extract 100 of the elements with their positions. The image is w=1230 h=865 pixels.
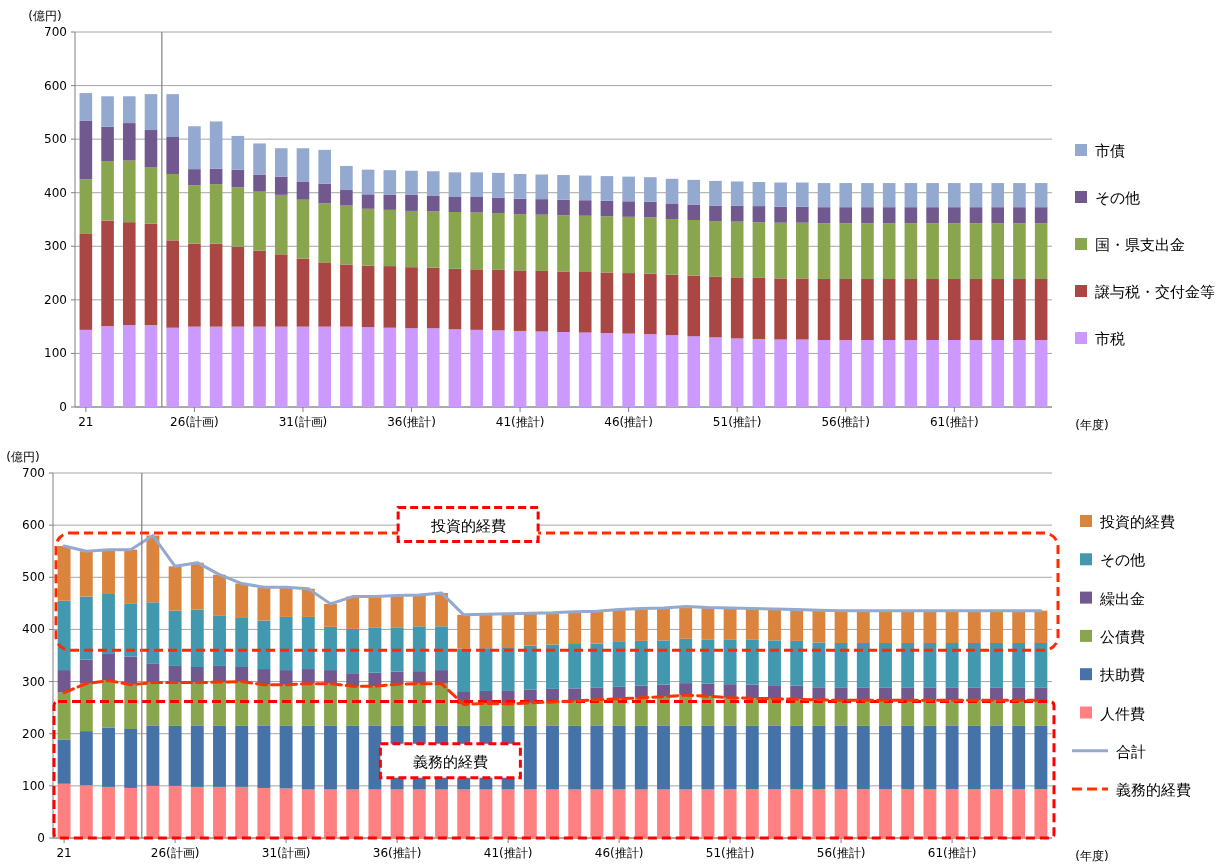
bar	[318, 262, 331, 327]
bar	[368, 686, 382, 726]
bar	[752, 182, 766, 207]
bar	[235, 583, 249, 618]
bar	[213, 665, 226, 683]
bar	[557, 271, 570, 332]
bar	[945, 610, 959, 643]
bar	[279, 616, 293, 671]
bar	[1012, 610, 1026, 643]
bar	[346, 725, 360, 790]
x-tick-label: 41(推計)	[495, 415, 545, 429]
bar	[324, 670, 337, 684]
bar	[730, 277, 744, 339]
bar	[839, 183, 853, 208]
y-tick-label: 100	[22, 778, 45, 793]
bar	[146, 602, 160, 664]
bar	[1013, 223, 1026, 279]
bar	[590, 643, 604, 688]
bar	[257, 787, 271, 838]
bar	[901, 642, 915, 688]
bar	[231, 187, 245, 247]
y-tick-label: 500	[22, 570, 45, 585]
bar	[146, 725, 160, 786]
bar	[967, 610, 981, 643]
bar	[457, 614, 471, 649]
y-axis-title: (億円)	[6, 450, 40, 464]
bar	[657, 789, 670, 838]
bar	[448, 329, 462, 407]
bar	[991, 183, 1005, 208]
y-tick-label: 0	[37, 831, 45, 845]
bar	[796, 278, 809, 340]
bar	[190, 786, 204, 838]
bar	[102, 786, 115, 838]
legend-label: 義務的経費	[1116, 781, 1191, 800]
bar	[634, 608, 648, 641]
bar	[324, 626, 337, 671]
bar	[101, 126, 114, 162]
bar	[340, 205, 353, 265]
bar	[879, 610, 892, 643]
bar	[790, 609, 804, 641]
bar	[723, 788, 737, 838]
bar	[168, 610, 182, 666]
annotation: 投資的経費	[429, 516, 506, 535]
bar	[687, 336, 701, 407]
bar	[122, 222, 136, 326]
bar	[79, 93, 93, 121]
bar	[590, 725, 604, 790]
bar	[923, 700, 937, 726]
bar	[190, 682, 204, 726]
bar	[969, 223, 983, 279]
bar	[665, 335, 679, 407]
bar	[79, 120, 93, 180]
bar	[723, 608, 737, 640]
bar	[146, 535, 160, 603]
bar	[361, 208, 375, 266]
bar	[209, 326, 223, 407]
legend-label: 扶助費	[1099, 666, 1145, 685]
bar	[578, 200, 592, 216]
y-tick-label: 200	[22, 726, 45, 741]
bar	[479, 703, 493, 726]
bar	[991, 340, 1005, 407]
legend-label: 投資的経費	[1099, 513, 1175, 531]
bar	[346, 628, 360, 674]
bar	[340, 190, 353, 206]
bar	[923, 687, 937, 701]
bar	[124, 549, 138, 604]
bar	[1012, 725, 1026, 789]
bar	[124, 787, 138, 838]
bar	[209, 243, 223, 327]
bar	[253, 143, 266, 175]
bar	[122, 325, 136, 407]
bar	[79, 551, 93, 597]
bar	[578, 175, 592, 201]
bar	[861, 223, 874, 279]
bar	[209, 184, 223, 244]
bar	[634, 789, 648, 838]
bar	[279, 587, 293, 617]
bar	[752, 206, 766, 223]
bar	[926, 223, 939, 279]
bar	[774, 278, 787, 340]
bar	[634, 697, 648, 726]
bar	[523, 645, 537, 690]
bar	[622, 333, 635, 407]
bar	[231, 169, 245, 188]
bar	[412, 789, 426, 838]
bar	[687, 179, 701, 205]
bar	[346, 686, 360, 726]
bar	[346, 789, 360, 838]
bar	[568, 611, 582, 645]
bar	[383, 209, 397, 267]
legend-label: 市債	[1095, 142, 1125, 160]
bar	[301, 789, 315, 838]
bar	[723, 725, 737, 789]
bar	[546, 644, 559, 689]
bar	[324, 725, 337, 790]
bar	[57, 670, 71, 693]
bar	[839, 223, 853, 279]
bar	[146, 663, 160, 683]
bar	[535, 331, 549, 407]
x-tick-label: 36(推計)	[387, 415, 436, 429]
